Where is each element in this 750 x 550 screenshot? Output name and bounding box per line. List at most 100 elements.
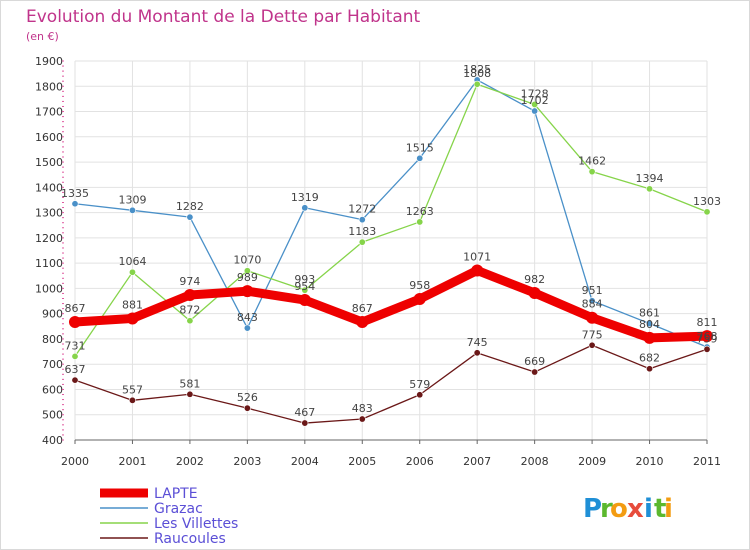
grid-lines bbox=[74, 60, 708, 441]
data-point bbox=[243, 324, 251, 332]
data-point bbox=[416, 154, 424, 162]
data-label: 669 bbox=[524, 355, 545, 368]
data-point bbox=[358, 238, 366, 246]
data-label: 768 bbox=[697, 330, 718, 343]
data-label: 637 bbox=[65, 363, 86, 376]
data-label: 579 bbox=[409, 378, 430, 391]
data-label: 843 bbox=[237, 311, 258, 324]
logo-letter: o bbox=[610, 494, 628, 524]
y-tick-label: 1900 bbox=[35, 55, 63, 68]
data-point bbox=[588, 297, 596, 305]
data-point bbox=[298, 294, 311, 307]
legend-label: Grazac bbox=[154, 501, 203, 517]
data-point bbox=[301, 419, 309, 427]
data-label: 467 bbox=[294, 406, 315, 419]
x-tick-label: 2002 bbox=[176, 455, 204, 468]
data-point bbox=[71, 200, 79, 208]
series-line-raucoules bbox=[74, 344, 708, 424]
legend-label: Les Villettes bbox=[154, 516, 238, 532]
chart-title: Evolution du Montant de la Dette par Hab… bbox=[26, 7, 421, 27]
y-tick-label: 1800 bbox=[35, 80, 63, 93]
data-point bbox=[301, 204, 309, 212]
data-label: 1319 bbox=[291, 191, 319, 204]
data-label: 1282 bbox=[176, 200, 204, 213]
series-line-lapte bbox=[70, 265, 712, 343]
data-label: 958 bbox=[409, 279, 430, 292]
data-label: 1702 bbox=[521, 94, 549, 107]
data-point bbox=[301, 286, 309, 294]
data-label: 989 bbox=[237, 271, 258, 284]
data-label: 731 bbox=[65, 339, 86, 352]
x-tick-label: 2011 bbox=[693, 455, 721, 468]
data-label: 861 bbox=[639, 307, 660, 320]
y-tick-label: 1300 bbox=[35, 207, 63, 220]
data-point bbox=[358, 216, 366, 224]
data-point bbox=[703, 208, 711, 216]
data-point bbox=[243, 267, 251, 275]
data-label: 804 bbox=[639, 318, 660, 331]
data-point bbox=[473, 80, 481, 88]
series-line-les-villettes bbox=[74, 83, 708, 358]
x-tick-label: 2010 bbox=[636, 455, 664, 468]
data-point bbox=[413, 293, 426, 306]
data-point bbox=[646, 185, 654, 193]
logo-letter: r bbox=[600, 494, 613, 524]
y-tick-label: 1000 bbox=[35, 282, 63, 295]
data-label: 581 bbox=[179, 377, 200, 390]
data-point bbox=[473, 349, 481, 357]
data-label: 526 bbox=[237, 391, 258, 404]
data-label: 745 bbox=[467, 336, 488, 349]
data-label: 1394 bbox=[636, 172, 664, 185]
logo-letter: i bbox=[644, 494, 653, 524]
y-tick-label: 400 bbox=[42, 434, 63, 447]
data-point bbox=[183, 288, 196, 301]
data-label: 483 bbox=[352, 402, 373, 415]
x-tick-label: 2004 bbox=[291, 455, 319, 468]
data-label: 1071 bbox=[463, 250, 491, 263]
data-point bbox=[703, 345, 711, 353]
data-point bbox=[416, 391, 424, 399]
x-tick-label: 2008 bbox=[521, 455, 549, 468]
data-point bbox=[241, 285, 254, 298]
chart-subtitle: (en €) bbox=[26, 30, 59, 43]
data-point bbox=[126, 312, 139, 325]
y-tick-label: 900 bbox=[42, 308, 63, 321]
y-tick-label: 1600 bbox=[35, 131, 63, 144]
data-label: 954 bbox=[294, 280, 315, 293]
x-tick-label: 2003 bbox=[233, 455, 261, 468]
data-label: 1064 bbox=[118, 255, 146, 268]
data-point bbox=[588, 168, 596, 176]
data-point bbox=[186, 317, 194, 325]
data-label: 759 bbox=[697, 332, 718, 345]
y-tick-label: 1100 bbox=[35, 257, 63, 270]
data-point bbox=[643, 331, 656, 344]
data-point bbox=[416, 218, 424, 226]
x-tick-label: 2005 bbox=[348, 455, 376, 468]
data-label: 951 bbox=[582, 284, 603, 297]
series-lines bbox=[69, 76, 713, 427]
data-point bbox=[358, 415, 366, 423]
data-point bbox=[71, 376, 79, 384]
data-point bbox=[186, 213, 194, 221]
x-tick-label: 2007 bbox=[463, 455, 491, 468]
proxiti-logo: Pro x i ti bbox=[583, 494, 673, 524]
logo-letter: P bbox=[583, 494, 602, 524]
data-label: 1183 bbox=[348, 225, 376, 238]
y-tick-label: 1400 bbox=[35, 181, 63, 194]
data-label: 881 bbox=[122, 298, 143, 311]
series-line-grazac bbox=[74, 79, 708, 348]
logo-letter: i bbox=[664, 494, 673, 524]
x-tick-label: 2000 bbox=[61, 455, 89, 468]
data-point bbox=[701, 330, 713, 343]
data-label: 993 bbox=[294, 273, 315, 286]
x-tick-label: 2009 bbox=[578, 455, 606, 468]
legend-label: Raucoules bbox=[154, 531, 226, 547]
data-point bbox=[531, 368, 539, 376]
y-tick-label: 500 bbox=[42, 409, 63, 422]
data-label: 811 bbox=[697, 316, 718, 329]
data-point bbox=[356, 316, 369, 329]
data-label: 1335 bbox=[61, 187, 89, 200]
data-label: 1825 bbox=[463, 63, 491, 76]
